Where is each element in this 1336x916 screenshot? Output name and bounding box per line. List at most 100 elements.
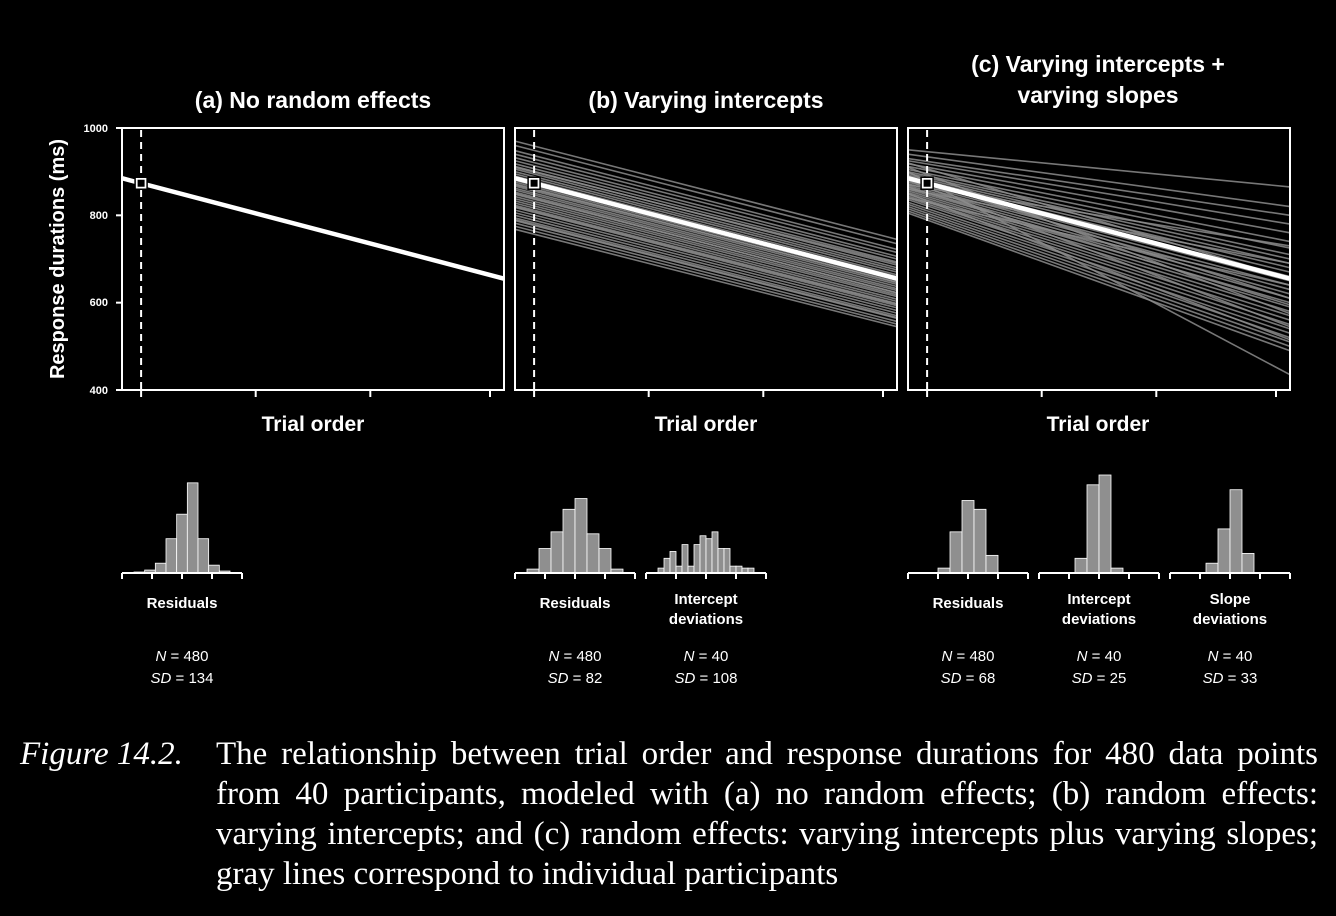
panel-b-x-label: Trial order — [655, 413, 758, 436]
participant-line — [907, 165, 1291, 243]
participant-line — [907, 186, 1291, 306]
participant-line — [907, 192, 1291, 341]
histogram-bar — [973, 508, 987, 574]
participant-line — [514, 225, 898, 325]
histogram-bar — [176, 513, 188, 574]
histogram-bar — [154, 562, 167, 574]
histogram-bar — [735, 565, 743, 574]
fixed-effect-line — [907, 176, 1291, 281]
participant-line — [514, 204, 898, 305]
histogram-bar — [165, 538, 178, 574]
panel-c-slope-histogram — [1169, 489, 1291, 579]
histogram-bar — [729, 565, 737, 574]
plot-frame — [907, 127, 1291, 391]
histogram-n-stat: N = 480 — [549, 648, 602, 665]
participant-line — [514, 192, 898, 294]
histogram-bar — [687, 565, 695, 574]
caption-label: Figure 14.2. — [20, 736, 183, 772]
histogram-sd-stat: SD = 82 — [548, 670, 603, 687]
participant-line — [907, 195, 1291, 317]
histogram-label: Residuals — [540, 595, 611, 612]
histogram-bar — [961, 500, 975, 574]
participant-line — [907, 163, 1291, 234]
panel-a-title: (a) No random effects — [195, 87, 431, 113]
participant-line — [907, 149, 1291, 188]
histogram-label: Residuals — [147, 595, 218, 612]
histogram-n-stat: N = 40 — [684, 648, 729, 665]
caption-text: The relationship between trial order and… — [216, 736, 1318, 892]
participant-line — [514, 217, 898, 317]
participant-line — [514, 173, 898, 273]
panel-a-x-label: Trial order — [262, 413, 365, 436]
participant-line — [907, 198, 1291, 326]
participant-line — [514, 185, 898, 286]
participant-line — [514, 163, 898, 263]
histogram-bar — [1098, 474, 1112, 574]
histogram-bar — [693, 544, 701, 574]
y-tick-label: 400 — [90, 385, 108, 397]
histogram-bar — [186, 482, 199, 574]
histogram-label-line-1: Slope — [1210, 591, 1251, 608]
histogram-bar — [717, 548, 725, 574]
panel-c-x-label: Trial order — [1047, 413, 1150, 436]
histogram-bar — [699, 535, 707, 574]
histogram-label-line-2: deviations — [1193, 611, 1267, 628]
y-tick-label: 600 — [90, 297, 108, 309]
panel-c-title-line-2: varying slopes — [1017, 82, 1178, 108]
histogram-sd-stat: SD = 108 — [675, 670, 738, 687]
histogram-bar — [586, 533, 600, 574]
intercept-marker-inner — [530, 179, 538, 187]
histogram-bar — [669, 551, 677, 574]
participant-line — [907, 197, 1291, 286]
plot-frame — [514, 127, 898, 391]
panel-b-title: (b) Varying intercepts — [588, 87, 823, 113]
participant-line — [514, 159, 898, 260]
participant-line — [907, 170, 1291, 256]
histogram-bar — [538, 548, 552, 574]
participant-line — [514, 206, 898, 307]
participant-line — [907, 208, 1291, 343]
participant-line — [514, 187, 898, 288]
participant-line — [514, 197, 898, 298]
participant-line — [514, 149, 898, 251]
panel-b-intercept-histogram — [645, 531, 767, 579]
histogram-bar — [675, 565, 683, 574]
panel-b-plot — [514, 127, 898, 397]
participant-line — [514, 202, 898, 303]
participant-line — [907, 172, 1291, 260]
histogram-bar — [574, 498, 588, 574]
histogram-bar — [1229, 489, 1243, 574]
histogram-label-line-2: deviations — [1062, 611, 1136, 628]
participant-line — [514, 191, 898, 292]
histogram-bar — [208, 564, 220, 574]
participant-line — [514, 222, 898, 323]
participant-line — [514, 195, 898, 296]
participant-line — [514, 228, 898, 328]
panel-b-residuals-histogram — [514, 498, 636, 579]
histogram-bar — [1074, 557, 1088, 574]
histogram-bar — [550, 531, 564, 574]
participant-line — [514, 211, 898, 312]
histogram-bar — [1086, 484, 1100, 574]
histogram-bar — [1217, 528, 1231, 574]
histogram-n-stat: N = 480 — [942, 648, 995, 665]
histogram-bar — [663, 557, 671, 574]
panel-c-plot — [907, 127, 1291, 397]
histogram-bar — [562, 508, 576, 574]
histogram-n-stat: N = 40 — [1208, 648, 1253, 665]
participant-line — [514, 168, 898, 269]
participant-line — [907, 181, 1291, 282]
panel-c-intercept-histogram — [1038, 474, 1160, 579]
histogram-sd-stat: SD = 33 — [1203, 670, 1258, 687]
histogram-label-line-1: Intercept — [1067, 591, 1130, 608]
y-tick-label: 800 — [90, 210, 108, 222]
histogram-bar — [197, 538, 210, 574]
histogram-bar — [1205, 562, 1219, 574]
histogram-sd-stat: SD = 134 — [151, 670, 214, 687]
participant-line — [514, 166, 898, 265]
histogram-bar — [681, 544, 689, 574]
participant-line — [514, 219, 898, 320]
participant-line — [907, 203, 1291, 334]
participant-line — [514, 189, 898, 290]
histogram-bar — [985, 554, 999, 574]
